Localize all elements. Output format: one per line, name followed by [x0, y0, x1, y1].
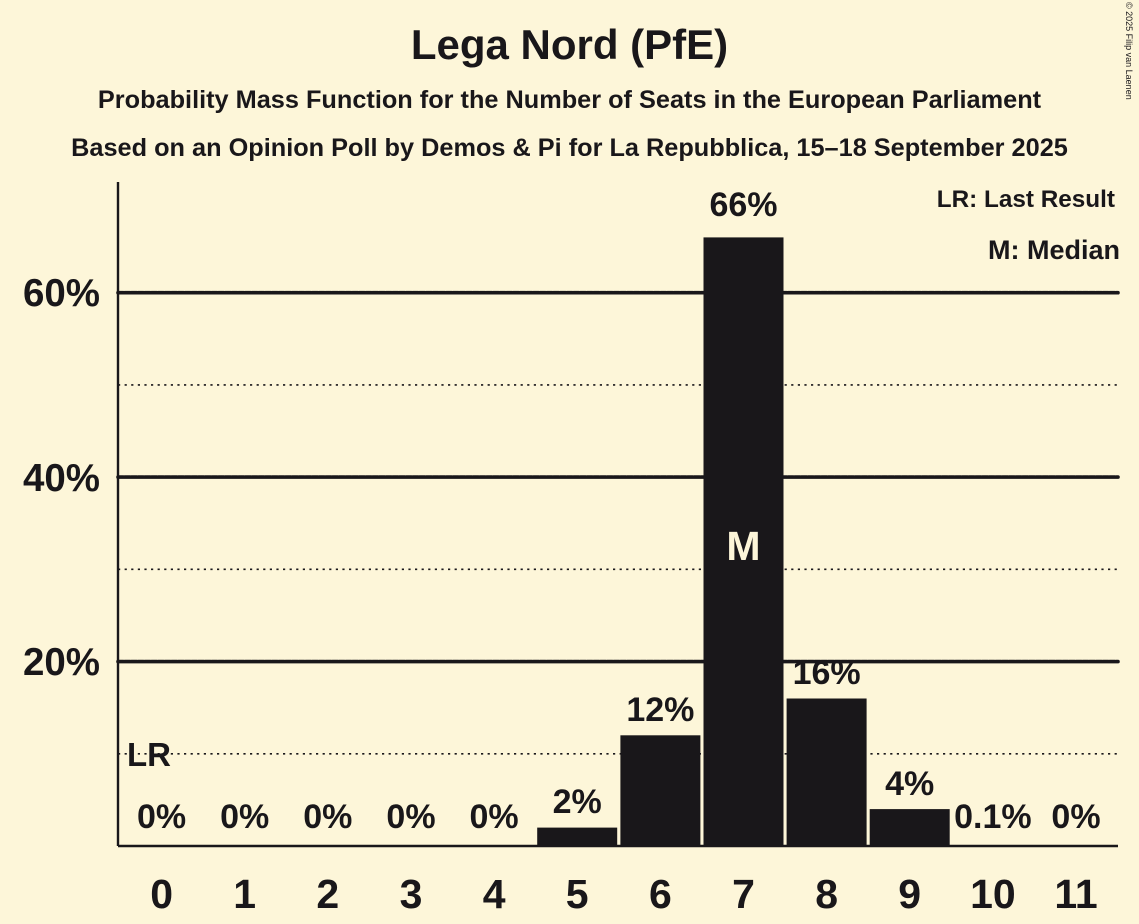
svg-text:66%: 66% — [709, 186, 777, 224]
svg-text:11: 11 — [1054, 871, 1097, 917]
svg-text:12%: 12% — [626, 691, 694, 729]
svg-text:0%: 0% — [1051, 798, 1100, 836]
svg-text:4%: 4% — [885, 765, 934, 803]
svg-text:40%: 40% — [23, 457, 100, 500]
svg-text:1: 1 — [233, 871, 256, 917]
svg-text:0%: 0% — [386, 798, 435, 836]
svg-text:20%: 20% — [23, 641, 100, 684]
svg-text:2%: 2% — [553, 783, 602, 821]
svg-text:M: M — [726, 523, 760, 569]
svg-text:0%: 0% — [137, 798, 186, 836]
svg-text:7: 7 — [732, 871, 755, 917]
svg-text:0%: 0% — [470, 798, 519, 836]
svg-text:60%: 60% — [23, 272, 100, 315]
svg-text:8: 8 — [815, 871, 838, 917]
svg-text:0.1%: 0.1% — [954, 798, 1032, 836]
svg-text:0%: 0% — [220, 798, 269, 836]
svg-text:4: 4 — [483, 871, 506, 917]
svg-text:2: 2 — [316, 871, 339, 917]
svg-text:0%: 0% — [303, 798, 352, 836]
svg-text:5: 5 — [566, 871, 589, 917]
svg-text:3: 3 — [400, 871, 423, 917]
svg-text:0: 0 — [150, 871, 173, 917]
svg-text:6: 6 — [649, 871, 672, 917]
svg-text:LR: LR — [127, 736, 171, 773]
svg-text:9: 9 — [898, 871, 921, 917]
svg-text:16%: 16% — [793, 654, 861, 692]
svg-text:10: 10 — [970, 871, 1016, 917]
